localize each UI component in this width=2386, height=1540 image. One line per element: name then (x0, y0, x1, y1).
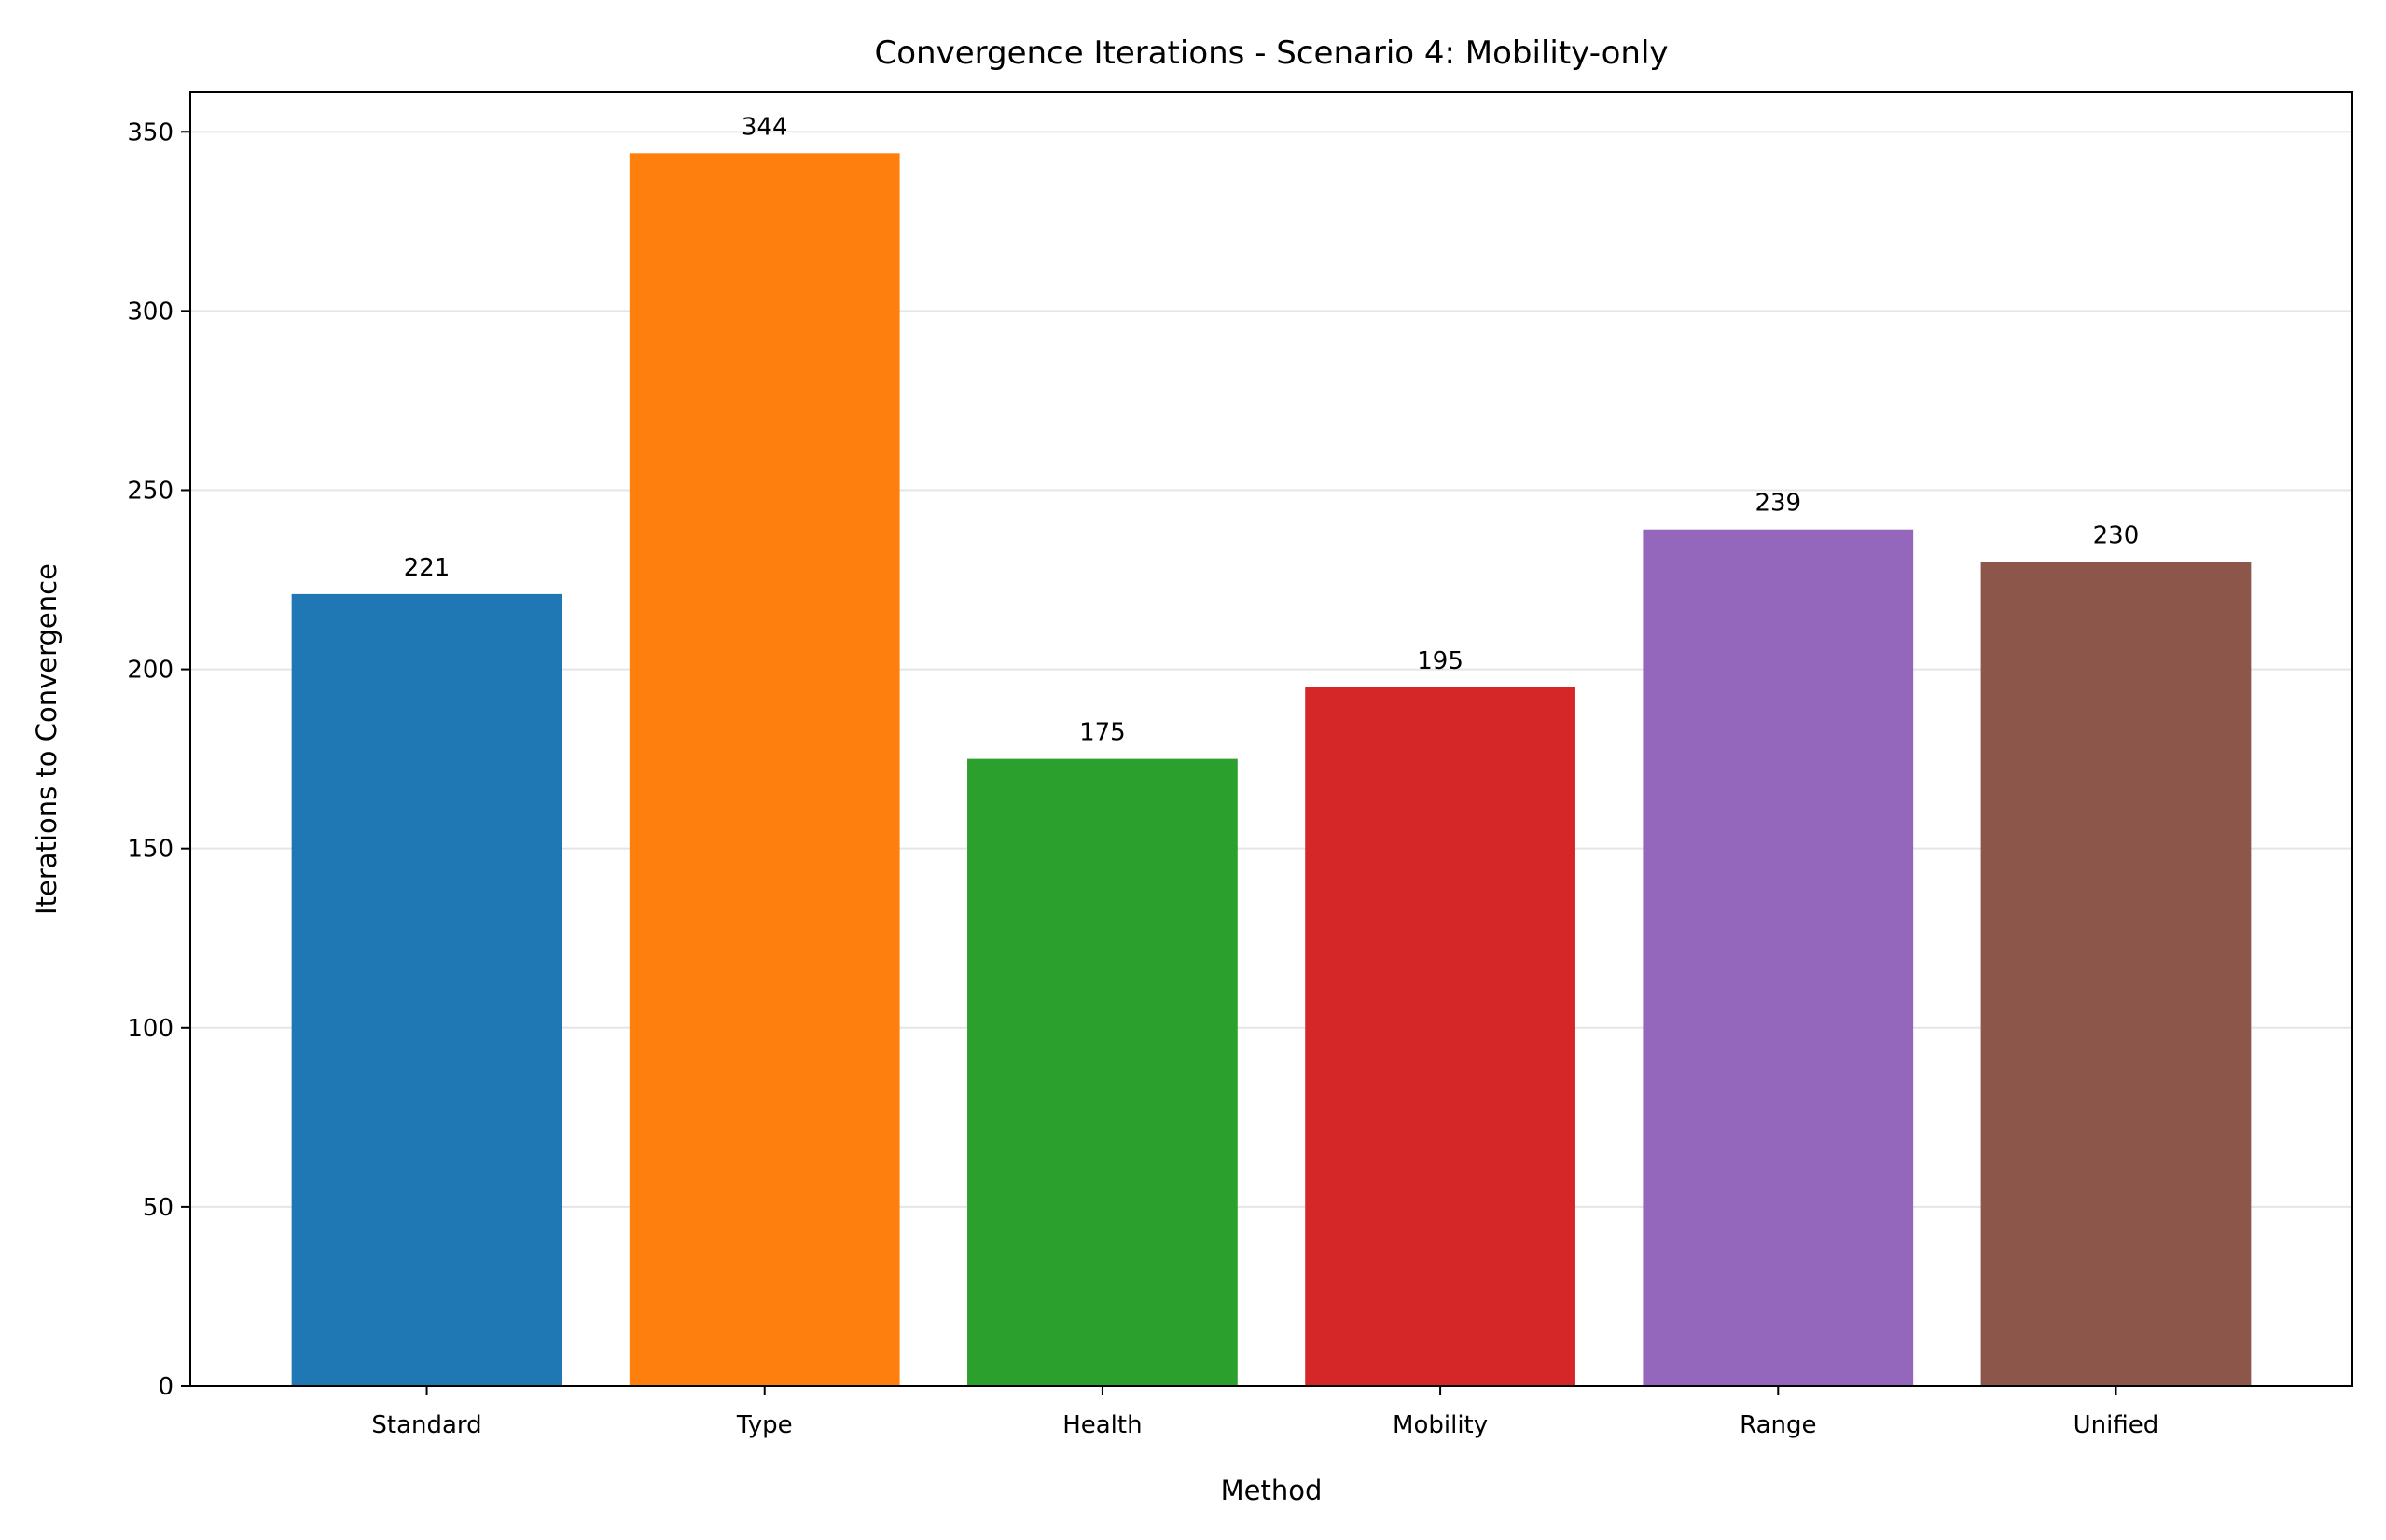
value-label-type: 344 (742, 113, 788, 141)
y-axis-label: Iterations to Convergence (31, 563, 62, 915)
value-label-mobility: 195 (1417, 647, 1464, 675)
y-tick-label: 200 (127, 657, 173, 685)
bar-health (967, 758, 1238, 1386)
y-tick-label: 100 (127, 1015, 173, 1043)
x-axis-label: Method (1221, 1475, 1323, 1506)
y-tick-label: 350 (127, 118, 173, 146)
value-labels: 221 344 175 195 239 230 (404, 113, 2140, 746)
bar-range (1643, 529, 1914, 1386)
y-tick-label: 0 (158, 1373, 173, 1401)
plot-area-frame (189, 91, 2353, 1387)
value-label-health: 175 (1079, 719, 1126, 747)
x-tick-label-unified: Unified (2074, 1411, 2159, 1439)
y-tick-label: 250 (127, 477, 173, 505)
value-label-unified: 230 (2093, 521, 2140, 549)
x-tick-label-type: Type (736, 1411, 793, 1439)
bar-unified (1980, 562, 2252, 1386)
x-axis-ticks: Standard Type Health Mobility Range Unified (371, 1386, 2158, 1439)
value-label-standard: 221 (404, 554, 451, 582)
y-axis-ticks: 0 50 100 150 200 250 300 350 (127, 118, 190, 1401)
chart-title: Convergence Iterations - Scenario 4: Mob… (874, 35, 1668, 72)
bars (291, 153, 2252, 1386)
y-tick-label: 50 (143, 1194, 173, 1222)
value-label-range: 239 (1755, 490, 1801, 518)
bar-standard (291, 593, 562, 1386)
y-tick-label: 150 (127, 836, 173, 864)
x-tick-label-range: Range (1740, 1411, 1816, 1439)
bar-type (629, 153, 900, 1386)
bar-mobility (1305, 687, 1575, 1386)
x-tick-label-standard: Standard (371, 1411, 481, 1439)
y-tick-label: 300 (127, 298, 173, 326)
x-tick-label-mobility: Mobility (1393, 1411, 1488, 1439)
x-tick-label-health: Health (1062, 1411, 1142, 1439)
